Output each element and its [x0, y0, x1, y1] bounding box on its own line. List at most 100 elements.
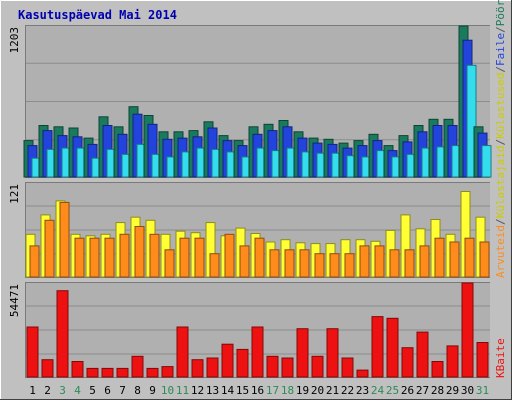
bar-kbytes-kbaite-day-25 [386, 317, 399, 378]
bar-sites-arvuteid-day-26 [404, 249, 415, 278]
bar-kbytes-kbaite-day-16 [251, 326, 264, 378]
bar-sites-arvuteid-day-6 [104, 237, 115, 278]
bar-sites-arvuteid-day-1 [29, 245, 40, 278]
bar-kbytes-kbaite-day-26 [401, 347, 414, 378]
bar-sites-arvuteid-day-21 [329, 253, 340, 278]
legend-item-7: / [494, 26, 507, 33]
panel-hits: 1203 [8, 25, 492, 178]
x-tick-label-day-14: 14 [221, 384, 235, 397]
panel-kbytes: 54471 [8, 282, 490, 378]
bar-sites-arvuteid-day-31 [479, 241, 490, 278]
bar-kbytes-kbaite-day-13 [206, 357, 219, 378]
bar-sites-arvuteid-day-5 [89, 237, 100, 278]
x-tick-label-day-7: 7 [119, 384, 126, 397]
bar-sites-arvuteid-day-30 [464, 237, 475, 278]
bar-sites-arvuteid-day-9 [149, 233, 160, 278]
bar-sites-arvuteid-day-20 [314, 253, 325, 278]
chart-title: Kasutuspäevad Mai 2014 [18, 8, 177, 22]
bar-kbytes-kbaite-day-12 [191, 359, 204, 378]
x-tick-label-day-11: 11 [176, 384, 189, 397]
bar-sites-arvuteid-day-14 [224, 233, 235, 278]
y-max-label-kbytes: 54471 [8, 284, 21, 317]
x-tick-label-day-13: 13 [206, 384, 219, 397]
legend-item-0: Arvuteid [494, 225, 507, 278]
bar-kbytes-kbaite-day-27 [416, 331, 429, 378]
x-tick-label-day-4: 4 [74, 384, 81, 397]
x-tick-label-day-31: 31 [476, 384, 489, 397]
x-tick-label-day-24: 24 [371, 384, 385, 397]
bar-sites-arvuteid-day-19 [299, 249, 310, 278]
y-max-label-sites: 121 [8, 184, 21, 204]
bar-sites-arvuteid-day-2 [44, 219, 55, 278]
x-tick-label-day-21: 21 [326, 384, 339, 397]
chart-legend: Arvuteid/Külastajaid/Külastused/Faile/Pö… [494, 0, 507, 378]
legend-item-6: Faile [494, 33, 507, 66]
legend-kbytes: KBaite [494, 338, 507, 378]
x-tick-label-day-10: 10 [161, 384, 174, 397]
bar-kbytes-kbaite-day-3 [56, 290, 69, 378]
x-tick-label-day-6: 6 [104, 384, 111, 397]
bar-kbytes-kbaite-day-30 [461, 282, 474, 378]
bar-sites-arvuteid-day-15 [239, 245, 250, 278]
legend-item-4: Külastused [494, 73, 507, 139]
bar-sites-arvuteid-day-28 [434, 237, 445, 278]
x-tick-label-day-29: 29 [446, 384, 459, 397]
bar-sites-arvuteid-day-23 [359, 245, 370, 278]
chart-panels: 1203 121 54471 [8, 25, 492, 378]
x-tick-label-day-8: 8 [134, 384, 141, 397]
bar-sites-arvuteid-day-11 [179, 237, 190, 278]
bar-kbytes-kbaite-day-22 [341, 357, 354, 378]
bar-kbytes-kbaite-day-21 [326, 328, 339, 378]
x-tick-label-day-19: 19 [296, 384, 309, 397]
x-tick-label-day-22: 22 [341, 384, 354, 397]
bar-sites-arvuteid-day-12 [194, 237, 205, 278]
x-tick-label-day-5: 5 [89, 384, 96, 397]
bar-kbytes-kbaite-day-19 [296, 328, 309, 378]
bar-sites-arvuteid-day-29 [449, 241, 460, 278]
bar-kbytes-kbaite-day-31 [476, 342, 489, 378]
bar-sites-arvuteid-day-13 [209, 253, 220, 278]
legend-item-3: / [494, 139, 507, 146]
bar-sites-arvuteid-day-25 [389, 249, 400, 278]
bar-kbytes-kbaite-day-11 [176, 326, 189, 378]
bar-kbytes-kbaite-day-28 [431, 361, 444, 378]
bar-hits-külastused-day-30 [466, 64, 477, 178]
legend-item-8: Pöördumisi [494, 0, 507, 26]
bar-kbytes-kbaite-day-9 [146, 367, 159, 378]
bar-kbytes-kbaite-day-5 [86, 367, 99, 378]
bar-kbytes-kbaite-day-29 [446, 345, 459, 378]
x-tick-label-day-25: 25 [386, 384, 399, 397]
legend-item-2: Külastajaid [494, 146, 507, 219]
bar-kbytes-kbaite-day-8 [131, 355, 144, 378]
x-tick-label-day-18: 18 [281, 384, 294, 397]
bar-kbytes-kbaite-day-20 [311, 355, 324, 378]
bar-kbytes-kbaite-day-6 [101, 367, 114, 378]
y-max-label-hits: 1203 [8, 27, 21, 54]
x-tick-label-day-28: 28 [431, 384, 444, 397]
bar-kbytes-kbaite-day-24 [371, 316, 384, 378]
x-tick-label-day-17: 17 [266, 384, 279, 397]
legend-item-5: / [494, 66, 507, 73]
bar-sites-arvuteid-day-7 [119, 233, 130, 278]
x-tick-label-day-30: 30 [461, 384, 474, 397]
bar-kbytes-kbaite-day-15 [236, 348, 249, 378]
bar-kbytes-kbaite-day-4 [71, 361, 84, 378]
bar-sites-arvuteid-day-10 [164, 249, 175, 278]
x-tick-label-day-23: 23 [356, 384, 369, 397]
bar-sites-arvuteid-day-8 [134, 226, 145, 278]
bar-sites-arvuteid-day-22 [344, 253, 355, 278]
bar-kbytes-kbaite-day-7 [116, 367, 129, 378]
x-tick-label-day-16: 16 [251, 384, 264, 397]
bar-kbytes-kbaite-day-17 [266, 355, 279, 378]
x-tick-label-day-12: 12 [191, 384, 204, 397]
panel-sites: 121 [8, 182, 490, 278]
bar-kbytes-kbaite-day-23 [356, 369, 369, 378]
x-tick-label-day-3: 3 [59, 384, 66, 397]
bar-sites-arvuteid-day-18 [284, 249, 295, 278]
bar-sites-arvuteid-day-27 [419, 245, 430, 278]
legend-top-series: Arvuteid/Külastajaid/Külastused/Faile/Pö… [494, 0, 507, 278]
x-tick-label-day-20: 20 [311, 384, 324, 397]
bar-sites-arvuteid-day-16 [254, 237, 265, 278]
x-axis-day-labels: 1 2 3 4 5 6 7 8 9 10 11 12 13 14 15 16 17 18 19 20 21 22 23 24 2… [29, 384, 489, 397]
